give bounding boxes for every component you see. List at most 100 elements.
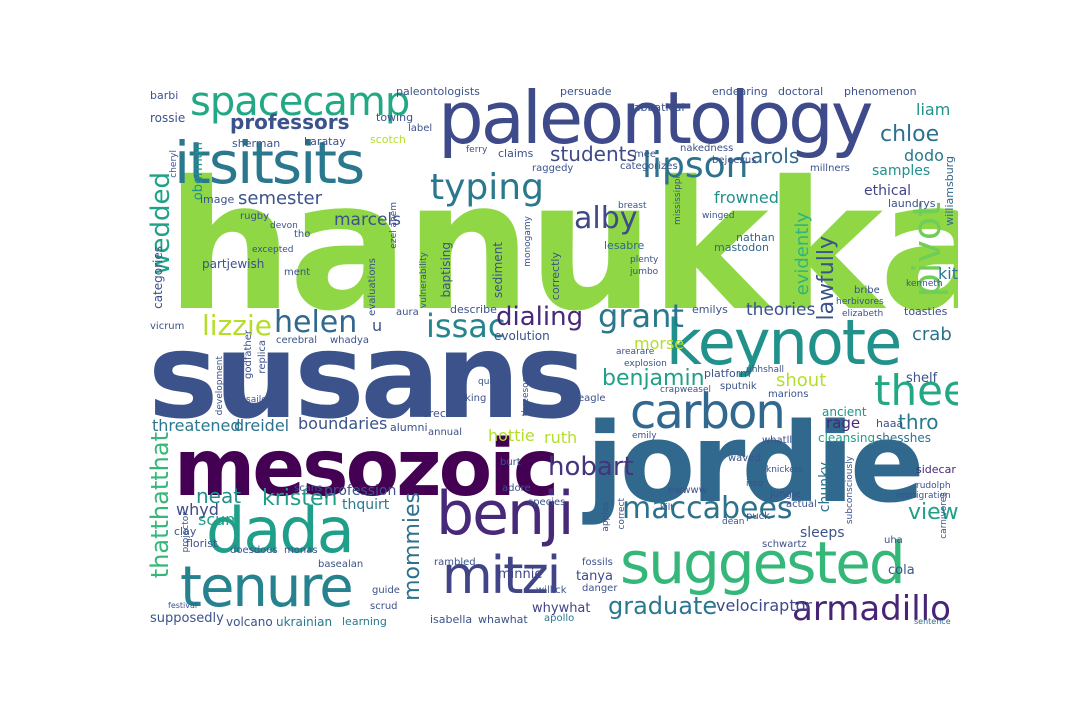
word-crapweasel: crapweasel xyxy=(660,385,712,395)
word-semester: semester xyxy=(238,188,322,209)
word-nathan: nathan xyxy=(736,231,775,244)
word-shesshes: shesshes xyxy=(876,431,931,445)
word-thee: thee xyxy=(874,366,958,415)
word-chloe: chloe xyxy=(880,122,940,147)
word-morse: morse xyxy=(634,334,685,353)
word-explosion: explosion xyxy=(624,359,667,369)
word-scrud: scrud xyxy=(370,601,398,612)
word-correct: correct xyxy=(617,498,627,530)
word-annual: annual xyxy=(428,427,463,438)
word-volcano: volcano xyxy=(226,615,273,629)
word-kenneth: kenneth xyxy=(906,279,943,289)
word-danger: danger xyxy=(582,583,618,594)
word-u: u xyxy=(372,316,383,335)
word-liam: liam xyxy=(916,100,951,119)
word-godfather: godfather xyxy=(243,330,254,379)
word-rossie: rossie xyxy=(150,111,186,125)
word-profession: profession xyxy=(324,483,397,499)
word-platform: platform xyxy=(704,367,751,380)
word-carnivores: carnivores xyxy=(939,492,949,539)
word-replica: replica xyxy=(257,340,268,374)
word-festival: festival xyxy=(168,601,198,610)
word-eagle: eagle xyxy=(578,393,606,404)
word-willick: willick xyxy=(536,585,567,596)
word-rambled: rambled xyxy=(434,557,476,568)
word-thro: thro xyxy=(898,410,939,434)
word-hobart: hobart xyxy=(548,452,634,482)
word-lawfully: lawfully xyxy=(814,236,839,321)
word-samples: samples xyxy=(872,163,931,179)
word-supposedly: supposedly xyxy=(150,611,224,626)
word-persuade: persuade xyxy=(560,85,612,98)
word-immigration: immigration xyxy=(896,491,951,501)
word-breast: breast xyxy=(618,201,647,211)
word-minnie: minnie xyxy=(498,567,543,582)
word-ukrainian: ukrainian xyxy=(276,615,333,629)
word-excepted: excepted xyxy=(252,245,294,255)
word-alby: alby xyxy=(574,201,638,236)
word-cheryl: cheryl xyxy=(169,150,179,178)
word-emilys: emilys xyxy=(692,303,728,316)
word-adore: adore xyxy=(502,483,531,494)
word-alumni: alumni xyxy=(390,421,428,434)
word-schwartz: schwartz xyxy=(762,539,807,550)
word-label: label xyxy=(408,123,433,134)
word-maccabees: maccabees xyxy=(622,491,793,526)
word-mommies: mommies xyxy=(400,492,425,601)
word-susans: susans xyxy=(148,307,586,445)
word-monas: monas xyxy=(284,545,318,556)
word-williamsburg: williamsburg xyxy=(943,156,956,226)
word-basealan: basealan xyxy=(318,559,364,570)
word-emily: emily xyxy=(632,431,657,441)
word-towing: towing xyxy=(376,111,414,124)
word-professors: professors xyxy=(230,110,350,134)
word-marcels: marcels xyxy=(334,210,401,230)
word-vulnerability: vulnerability xyxy=(419,252,429,309)
word-dialing: dialing xyxy=(496,302,584,332)
word-nakedness: nakedness xyxy=(680,143,734,154)
word-sentence: sentence xyxy=(914,617,951,626)
word-mesozoic: mesozoic xyxy=(174,424,559,514)
word-learning: learning xyxy=(342,615,387,628)
word-benji: benji xyxy=(436,479,574,549)
word-mastodon: mastodon xyxy=(714,241,769,254)
word-boundaries: boundaries xyxy=(298,414,388,433)
word-kit: kit xyxy=(938,264,958,283)
word-typing: typing xyxy=(430,167,544,208)
word-paleontologists: paleontologists xyxy=(396,85,480,98)
word-theories: theories xyxy=(746,300,816,320)
word-sleeps: sleeps xyxy=(800,525,845,541)
word-crab: crab xyxy=(912,324,952,345)
word-suggested: suggested xyxy=(620,529,906,597)
word-carols: carols xyxy=(740,144,800,168)
word-ewwww: ewwww xyxy=(668,485,707,496)
word-evolution: evolution xyxy=(494,329,550,343)
word-sherman: sherman xyxy=(232,137,281,150)
word-rugby: rugby xyxy=(240,211,270,222)
word-mitzi: mitzi xyxy=(442,546,561,606)
word-doesdoes: doesdoes xyxy=(230,545,278,556)
word-sputnik: sputnik xyxy=(720,381,757,392)
word-whyd: whyd xyxy=(176,500,219,519)
word-vicrum: vicrum xyxy=(150,321,185,332)
word-burt: burt xyxy=(500,457,521,468)
word-itsitsits: itsitsits xyxy=(174,129,365,197)
word-sailed: sailed xyxy=(246,395,273,405)
word-millners: millners xyxy=(810,163,850,174)
word-grant: grant xyxy=(598,297,684,335)
word-jumbo: jumbo xyxy=(630,267,659,277)
word-uha: uha xyxy=(884,535,903,546)
word-whadya: whadya xyxy=(330,335,370,346)
word-kristen: kristen xyxy=(262,486,338,511)
word-armadillo: armadillo xyxy=(792,589,951,629)
word-cerebral: cerebral xyxy=(276,335,318,346)
word-tho: tho xyxy=(294,229,311,240)
word-describe: describe xyxy=(450,303,497,316)
word-waved: waved xyxy=(728,453,761,464)
word-ruth: ruth xyxy=(544,428,578,447)
word-helen: helen xyxy=(274,305,358,340)
word-benjamin: benjamin xyxy=(602,366,705,391)
word-devon: devon xyxy=(270,221,298,231)
word-threesome: threesome xyxy=(521,368,531,417)
word-sabbatical: sabbatical xyxy=(628,101,685,114)
